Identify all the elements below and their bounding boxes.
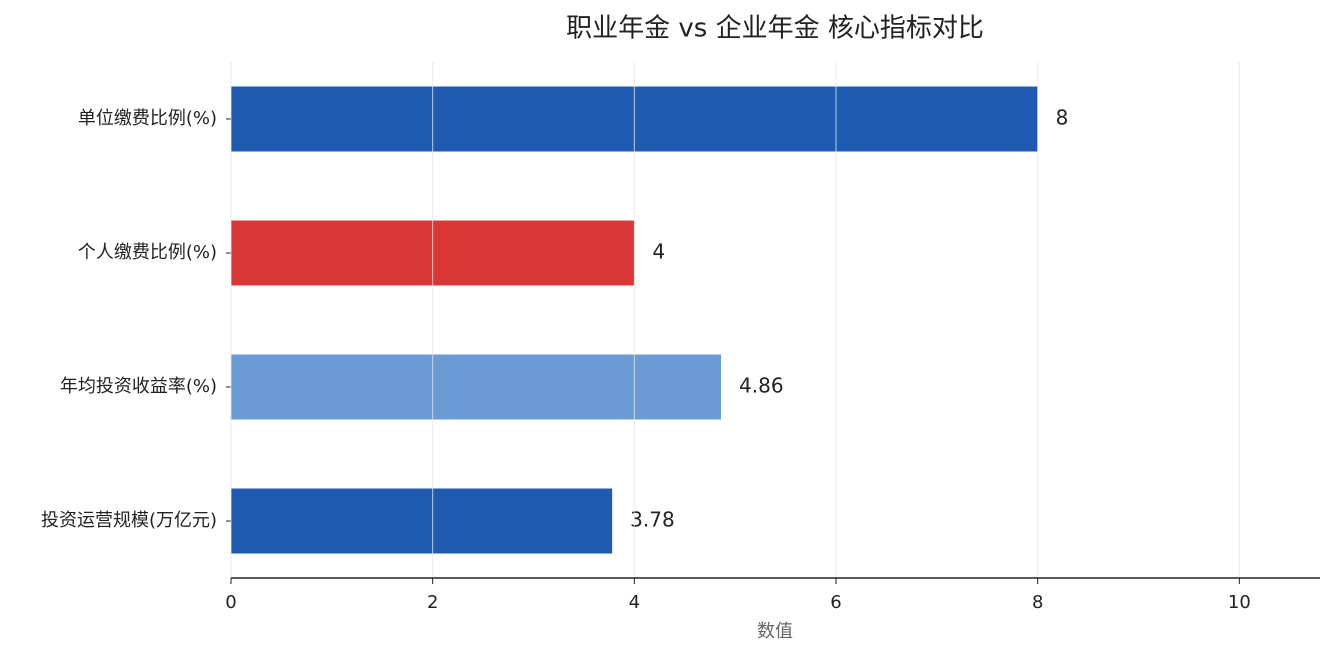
- x-tick-label: 8: [1032, 592, 1043, 613]
- y-tick-label: 个人缴费比例(%): [78, 242, 217, 263]
- data-label: 4.86: [739, 374, 784, 398]
- y-tick-label: 投资运营规模(万亿元): [41, 510, 217, 531]
- y-tick-label: 单位缴费比例(%): [78, 108, 217, 129]
- data-label: 4: [652, 240, 665, 264]
- x-tick-label: 10: [1228, 592, 1251, 613]
- data-label: 3.78: [630, 508, 675, 532]
- x-tick-label: 6: [830, 592, 841, 613]
- data-label: 8: [1056, 106, 1069, 130]
- x-tick-label: 2: [427, 592, 438, 613]
- bar: [231, 354, 722, 420]
- x-tick-label: 0: [225, 592, 236, 613]
- y-tick-label: 年均投资收益率(%): [60, 376, 217, 397]
- x-tick-label: 4: [629, 592, 640, 613]
- bar: [231, 488, 613, 554]
- x-axis-label: 数值: [757, 621, 793, 642]
- chart-title: 职业年金 vs 企业年金 核心指标对比: [566, 14, 984, 44]
